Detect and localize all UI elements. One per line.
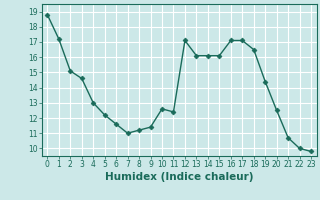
X-axis label: Humidex (Indice chaleur): Humidex (Indice chaleur) <box>105 172 253 182</box>
